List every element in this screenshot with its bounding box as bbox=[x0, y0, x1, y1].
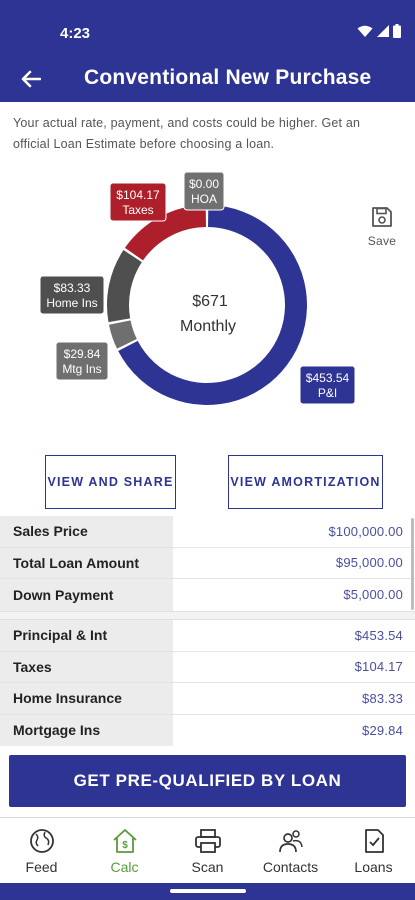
scrollbar[interactable] bbox=[411, 518, 414, 610]
callout-name: Home Ins bbox=[46, 296, 97, 310]
table-row: Home Insurance $83.33 bbox=[0, 683, 415, 715]
callout-name: Mtg Ins bbox=[62, 362, 101, 376]
document-check-icon bbox=[364, 829, 384, 853]
nav-item-calc[interactable]: $ Calc bbox=[83, 818, 166, 883]
callout-value: $29.84 bbox=[64, 347, 101, 361]
nav-item-feed[interactable]: Feed bbox=[0, 818, 83, 883]
nav-label: Scan bbox=[191, 859, 224, 875]
floppy-disk-icon bbox=[372, 207, 392, 227]
center-label: Monthly bbox=[180, 318, 236, 335]
row-value: $5,000.00 bbox=[343, 587, 403, 603]
row-value: $95,000.00 bbox=[335, 555, 403, 571]
battery-icon bbox=[393, 24, 401, 38]
row-label: Home Insurance bbox=[0, 683, 173, 714]
row-label: Down Payment bbox=[0, 579, 173, 611]
payment-breakdown-table: Principal & Int $453.54 Taxes $104.17 Ho… bbox=[0, 620, 415, 746]
callout-name: HOA bbox=[191, 192, 217, 206]
callout-value: $83.33 bbox=[54, 281, 91, 295]
table-row: Mortgage Ins $29.84 bbox=[0, 714, 415, 746]
view-amortization-button[interactable]: VIEW AMORTIZATION bbox=[228, 455, 383, 509]
nav-label: Contacts bbox=[262, 859, 319, 875]
row-label: Total Loan Amount bbox=[0, 547, 173, 578]
nav-label: Calc bbox=[110, 859, 139, 875]
row-value: $104.17 bbox=[354, 659, 403, 675]
arrow-left-icon bbox=[21, 70, 41, 88]
callout-name: Taxes bbox=[122, 203, 153, 217]
wifi-icon bbox=[357, 25, 373, 37]
nav-item-contacts[interactable]: Contacts bbox=[249, 818, 332, 883]
row-label: Sales Price bbox=[0, 516, 173, 547]
callout-p-i: $453.54P&I bbox=[299, 365, 356, 405]
callout-value: $453.54 bbox=[306, 371, 350, 385]
row-label: Mortgage Ins bbox=[0, 714, 173, 746]
status-time: 4:23 bbox=[60, 25, 91, 42]
loan-summary-table: Sales Price $100,000.00 Total Loan Amoun… bbox=[0, 516, 415, 611]
system-gesture-bar bbox=[0, 883, 415, 900]
disclaimer-text: Your actual rate, payment, and costs cou… bbox=[13, 116, 361, 151]
row-label: Taxes bbox=[0, 651, 173, 682]
row-value: $29.84 bbox=[362, 722, 403, 738]
table-row: Principal & Int $453.54 bbox=[0, 620, 415, 652]
callout-value: $104.17 bbox=[116, 188, 160, 202]
table-row: Sales Price $100,000.00 bbox=[0, 516, 415, 548]
section-divider bbox=[0, 611, 415, 620]
table-row: Total Loan Amount $95,000.00 bbox=[0, 547, 415, 579]
printer-icon bbox=[194, 829, 221, 853]
globe-icon bbox=[29, 829, 54, 853]
center-value: $671 bbox=[192, 293, 228, 310]
nav-item-loans[interactable]: Loans bbox=[332, 818, 415, 883]
donut-slice-mtg-ins bbox=[108, 320, 137, 349]
cell-signal-icon bbox=[377, 25, 389, 37]
house-dollar-icon: $ bbox=[112, 829, 137, 853]
callout-value: $0.00 bbox=[189, 177, 219, 191]
get-prequalified-button[interactable]: GET PRE-QUALIFIED BY LOAN bbox=[9, 755, 406, 807]
row-value: $83.33 bbox=[362, 690, 403, 706]
row-label: Principal & Int bbox=[0, 620, 173, 651]
status-bar: 4:23 bbox=[0, 0, 415, 56]
row-value: $100,000.00 bbox=[328, 523, 403, 539]
nav-label: Loans bbox=[354, 859, 393, 875]
save-label: Save bbox=[367, 234, 397, 248]
page-title: Conventional New Purchase bbox=[84, 66, 372, 89]
svg-text:$: $ bbox=[122, 840, 128, 851]
back-button[interactable] bbox=[16, 64, 46, 94]
donut-slice-taxes bbox=[124, 205, 206, 261]
contacts-icon bbox=[278, 830, 303, 853]
row-value: $453.54 bbox=[354, 627, 403, 643]
save-button[interactable]: Save bbox=[364, 206, 400, 248]
home-gesture-handle[interactable] bbox=[170, 889, 246, 893]
nav-label: Feed bbox=[25, 859, 58, 875]
app-bar: Conventional New Purchase bbox=[0, 56, 415, 102]
nav-item-scan[interactable]: Scan bbox=[166, 818, 249, 883]
table-row: Down Payment $5,000.00 bbox=[0, 579, 415, 611]
status-icons bbox=[357, 24, 401, 38]
callout-name: P&I bbox=[318, 386, 337, 400]
table-row: Taxes $104.17 bbox=[0, 651, 415, 683]
donut-slice-home-ins bbox=[107, 250, 142, 323]
view-and-share-button[interactable]: VIEW AND SHARE bbox=[45, 455, 176, 509]
bottom-nav: Feed $ Calc Scan Contacts Loans bbox=[0, 817, 415, 883]
